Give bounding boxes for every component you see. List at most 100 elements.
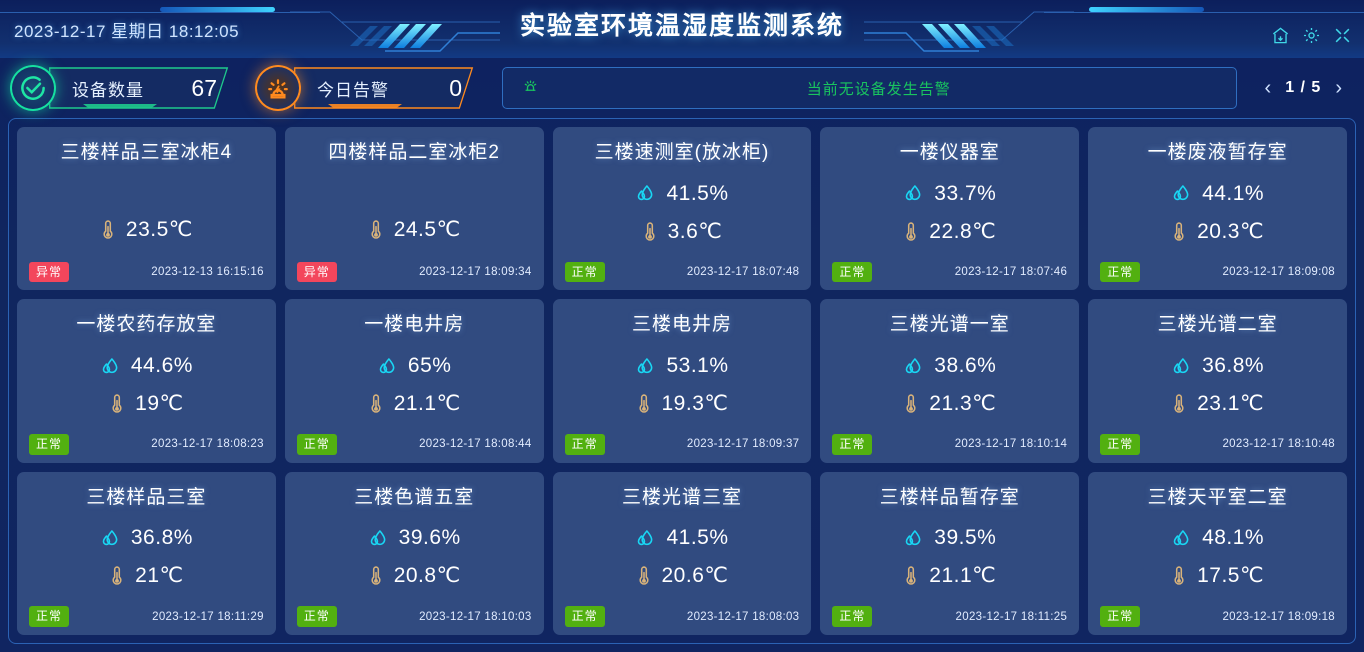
device-card[interactable]: 三楼色谱五室 39.6% 20.8℃ 正常 2023-12-17 18:10:03 (284, 471, 544, 635)
thermometer-icon (903, 564, 919, 587)
thermometer-icon (109, 564, 125, 587)
temperature-metric: 23.5℃ (29, 217, 264, 242)
humidity-metric: 65% (297, 354, 532, 378)
device-card[interactable]: 一楼农药存放室 44.6% 19℃ 正常 2023-12-17 18:08:23 (17, 299, 276, 463)
temperature-metric: 3.6℃ (565, 219, 800, 244)
device-card[interactable]: 三楼电井房 53.1% 19.3℃ 正常 2023-12-17 18:09:37 (552, 299, 812, 463)
device-timestamp: 2023-12-17 18:10:48 (1222, 438, 1335, 451)
stat-device-label: 设备数量 (72, 80, 144, 100)
temperature-metric: 19℃ (29, 391, 264, 416)
stat-today-alarms: 今日告警 0 (255, 65, 476, 111)
device-card[interactable]: 四楼样品二室冰柜2 24.5℃ 异常 2023-12-17 18:09:34 (284, 127, 544, 291)
humidity-metric: 36.8% (29, 526, 264, 550)
device-metrics: 41.5% 20.6℃ (565, 509, 800, 607)
device-card-title: 三楼天平室二室 (1147, 486, 1288, 508)
water-drop-icon (903, 356, 924, 377)
device-card-title: 三楼样品暂存室 (879, 486, 1020, 508)
alert-banner: 当前无设备发生告警 (502, 67, 1237, 109)
device-timestamp: 2023-12-17 18:08:44 (419, 438, 532, 451)
temperature-metric: 24.5℃ (297, 217, 532, 242)
water-drop-icon (635, 528, 656, 549)
humidity-value: 44.1% (1202, 181, 1265, 205)
thermometer-icon (368, 218, 384, 241)
temperature-value: 20.8℃ (393, 564, 461, 588)
temperature-value: 17.5℃ (1197, 564, 1265, 588)
device-timestamp: 2023-12-17 18:09:18 (1222, 610, 1335, 623)
device-card-title: 三楼样品三室 (86, 486, 207, 508)
device-card[interactable]: 三楼样品三室 36.8% 21℃ 正常 2023-12-17 18:11:29 (17, 471, 276, 635)
stat-panel-frame-orange (291, 67, 476, 109)
device-card-footer: 正常 2023-12-17 18:08:23 (29, 433, 264, 455)
device-timestamp: 2023-12-17 18:08:03 (686, 610, 800, 623)
header-slash-decor-right (864, 0, 1074, 58)
device-card-footer: 正常 2023-12-17 18:09:18 (1100, 606, 1335, 627)
device-card[interactable]: 一楼电井房 65% 21.1℃ 正常 2023-12-17 18:08:44 (284, 299, 544, 463)
header-icon-group (1271, 26, 1352, 45)
gear-icon[interactable] (1302, 26, 1321, 45)
humidity-value: 36.8% (130, 526, 193, 550)
device-panel: 三楼样品三室冰柜4 23.5℃ 异常 2023-12-13 16:15:16 四楼样品… (8, 118, 1356, 644)
humidity-metric: 53.1% (565, 354, 800, 378)
thermometer-icon (109, 392, 125, 415)
water-drop-icon (1171, 356, 1192, 377)
humidity-value: 65% (407, 354, 452, 378)
page-indicator: 1 / 5 (1285, 79, 1322, 96)
device-card[interactable]: 一楼废液暂存室 44.1% 20.3℃ 正常 2023-12-17 18:09:08 (1088, 127, 1347, 291)
humidity-metric: 41.5% (565, 182, 800, 206)
device-card-footer: 正常 2023-12-17 18:08:44 (296, 433, 532, 455)
temperature-value: 21℃ (135, 564, 184, 588)
thermometer-icon (100, 218, 116, 241)
device-card[interactable]: 三楼光谱一室 38.6% 21.3℃ 正常 2023-12-17 18:10:14 (820, 299, 1080, 463)
temperature-value: 22.8℃ (929, 219, 997, 243)
device-card[interactable]: 三楼速测室(放冰柜) 41.5% 3.6℃ 正常 2023-12-17 18:07:… (552, 127, 812, 291)
fullscreen-icon[interactable] (1333, 26, 1352, 45)
temperature-metric: 21.3℃ (832, 391, 1067, 416)
device-card-footer: 正常 2023-12-17 18:10:03 (296, 606, 532, 627)
status-badge: 正常 (1100, 606, 1141, 627)
device-metrics: 48.1% 17.5℃ (1100, 509, 1335, 607)
thermometer-icon (903, 220, 919, 243)
device-metrics: 44.1% 20.3℃ (1100, 164, 1335, 262)
humidity-value: 39.5% (934, 526, 997, 550)
device-card[interactable]: 三楼光谱二室 36.8% 23.1℃ 正常 2023-12-17 18:10:48 (1088, 299, 1347, 463)
stat-alarm-panel: 今日告警 0 (291, 67, 476, 109)
device-card[interactable]: 三楼样品三室冰柜4 23.5℃ 异常 2023-12-13 16:15:16 (17, 127, 276, 291)
stat-device-count: 设备数量 67 (10, 65, 231, 111)
home-icon[interactable] (1271, 26, 1290, 45)
header-accent-bar-left (160, 7, 275, 12)
header-slash-decor-left (290, 0, 500, 58)
water-drop-icon (903, 528, 924, 549)
device-card-footer: 异常 2023-12-13 16:15:16 (29, 261, 264, 283)
humidity-value: 41.5% (666, 181, 729, 205)
temperature-value: 19.3℃ (661, 392, 729, 416)
device-card-footer: 正常 2023-12-17 18:07:48 (564, 261, 800, 283)
header-accent-bar-right (1089, 7, 1204, 12)
status-badge: 正常 (832, 606, 873, 627)
device-card[interactable]: 三楼样品暂存室 39.5% 21.1℃ 正常 2023-12-17 18:11:25 (820, 471, 1080, 635)
next-page-button[interactable]: › (1335, 77, 1342, 99)
thermometer-icon (636, 564, 652, 587)
device-card[interactable]: 三楼光谱三室 41.5% 20.6℃ 正常 2023-12-17 18:08:03 (552, 471, 812, 635)
check-circle-icon (10, 65, 56, 111)
water-drop-icon (100, 528, 121, 549)
page-title: 实验室环境温湿度监测系统 (519, 12, 844, 40)
device-timestamp: 2023-12-17 18:08:23 (151, 438, 264, 451)
temperature-value: 3.6℃ (667, 219, 723, 243)
device-card-title: 四楼样品二室冰柜2 (328, 142, 500, 163)
device-timestamp: 2023-12-17 18:07:46 (954, 265, 1068, 278)
device-card-footer: 正常 2023-12-17 18:07:46 (832, 261, 1068, 283)
alarm-light-icon (255, 65, 301, 111)
temperature-value: 20.6℃ (661, 564, 729, 588)
prev-page-button[interactable]: ‹ (1264, 77, 1272, 99)
device-card-title: 一楼仪器室 (899, 142, 1000, 163)
thermometer-icon (642, 220, 658, 243)
temperature-value: 24.5℃ (393, 218, 461, 242)
device-card[interactable]: 三楼天平室二室 48.1% 17.5℃ 正常 2023-12-17 18:09:18 (1088, 471, 1347, 635)
device-metrics: 41.5% 3.6℃ (565, 164, 800, 262)
status-badge: 正常 (832, 433, 873, 455)
thermometer-icon (636, 392, 652, 415)
device-card[interactable]: 一楼仪器室 33.7% 22.8℃ 正常 2023-12-17 18:07:46 (820, 127, 1080, 291)
page-header: 2023-12-17 星期日 18:12:05 实验室环境温湿度监测系统 (0, 0, 1364, 58)
humidity-metric: 33.7% (832, 182, 1067, 206)
